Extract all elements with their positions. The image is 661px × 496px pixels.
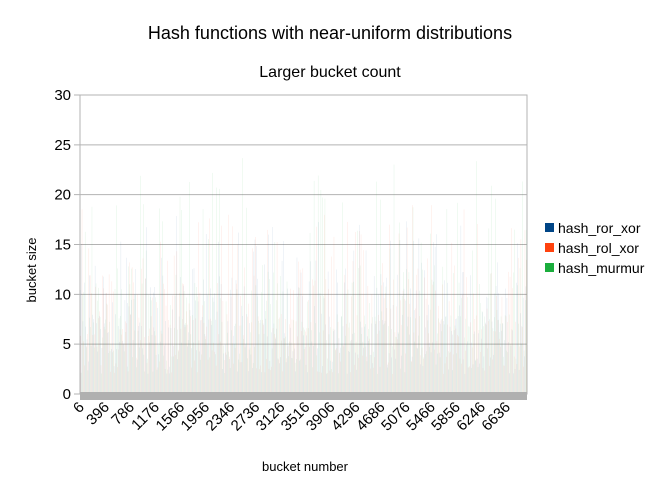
chart-title: Hash functions with near-uniform distrib…	[148, 23, 512, 43]
x-axis-title: bucket number	[262, 459, 349, 474]
chart-subtitle: Larger bucket count	[259, 64, 401, 81]
series-hash_murmur	[80, 158, 527, 394]
legend-swatch-hash_rol_xor	[545, 243, 554, 252]
y-tick-label-25: 25	[54, 137, 71, 154]
x-tick-label-396: 396	[83, 399, 113, 429]
legend-label-hash_rol_xor: hash_rol_xor	[558, 240, 639, 256]
y-tick-label-5: 5	[63, 336, 71, 353]
legend: hash_ror_xor hash_rol_xor hash_murmur	[545, 220, 645, 276]
legend-label-hash_ror_xor: hash_ror_xor	[558, 220, 641, 236]
y-tick-label-0: 0	[63, 386, 71, 403]
bars	[80, 158, 527, 394]
x-tick-label-6636: 6636	[478, 399, 514, 435]
series-hash_ror_xor	[80, 216, 527, 394]
legend-swatch-hash_murmur	[545, 263, 554, 272]
y-tick-label-30: 30	[54, 87, 71, 104]
series-hash_rol_xor	[80, 205, 527, 394]
legend-label-hash_murmur: hash_murmur	[558, 260, 645, 276]
y-tick-label-20: 20	[54, 187, 71, 204]
plot-area: 0510152025306396786117615661956234627363…	[54, 87, 528, 435]
y-axis-title: bucket size	[24, 237, 39, 302]
legend-swatch-hash_ror_xor	[545, 223, 554, 232]
y-tick-label-10: 10	[54, 286, 71, 303]
y-tick-label-15: 15	[54, 237, 71, 254]
x-axis-band	[80, 392, 527, 400]
